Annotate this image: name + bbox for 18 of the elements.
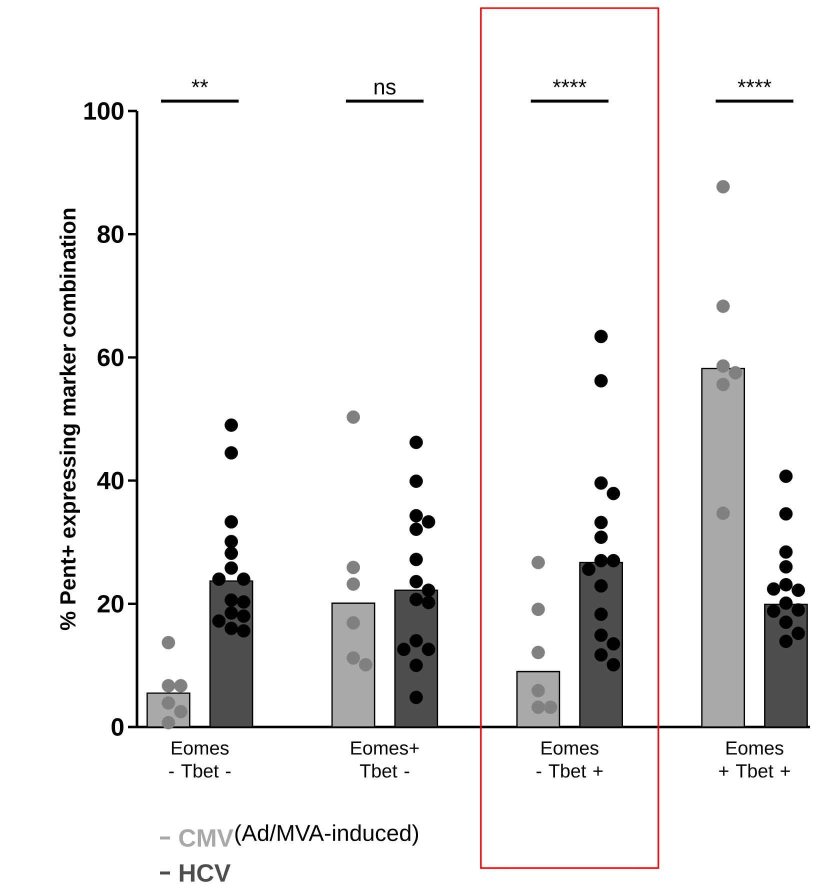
x-tick-label: Eomes - Tbet + (536, 742, 603, 778)
y-tick-label: 20 (98, 594, 124, 613)
text: (Ad/MVA-induced) (235, 824, 418, 846)
legend-label: HCV (180, 864, 231, 882)
y-tick-label: 80 (98, 225, 124, 244)
y-tick-label: 40 (97, 472, 124, 490)
y-tick-label: 100 (84, 102, 124, 120)
legend-label: CMV (179, 829, 234, 847)
x-tick-label: Eomes - Tbet - (169, 742, 231, 778)
text: **** (738, 80, 772, 88)
text: **** (552, 80, 586, 88)
y-tick-label: 60 (98, 348, 124, 366)
x-tick-label: Eomes + Tbet + (719, 742, 790, 778)
y-axis-title: % Pent+ expressing marker combination (60, 208, 80, 630)
y-tick-label: 0 (112, 718, 124, 736)
x-tick-label: Eomes+ Tbet - (351, 742, 419, 778)
text: ** (192, 80, 208, 88)
text: ns (374, 82, 396, 95)
